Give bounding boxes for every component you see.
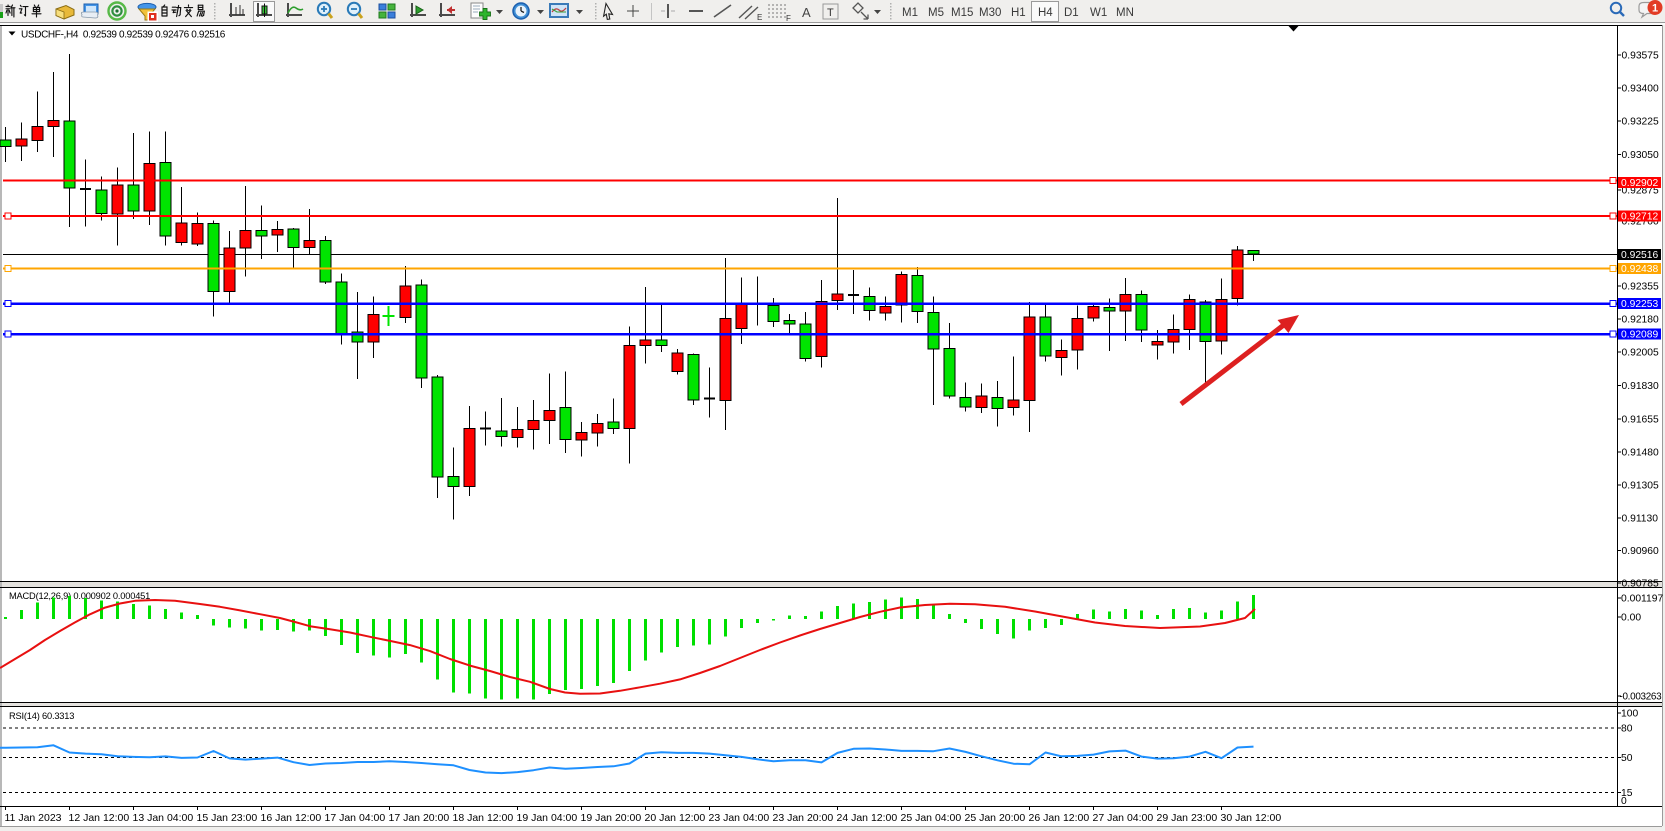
svg-text:23 Jan 04:00: 23 Jan 04:00: [709, 812, 770, 824]
svg-text:0.92355: 0.92355: [1622, 282, 1659, 293]
svg-text:100: 100: [1621, 709, 1638, 720]
svg-text:H4: H4: [1038, 7, 1053, 19]
svg-text:0.93225: 0.93225: [1622, 117, 1659, 128]
svg-text:RSI(14) 60.3313: RSI(14) 60.3313: [9, 711, 74, 721]
svg-text:19 Jan 04:00: 19 Jan 04:00: [517, 812, 578, 824]
svg-text:0.91655: 0.91655: [1622, 415, 1659, 426]
svg-text:W1: W1: [1090, 7, 1107, 19]
svg-text:0.91480: 0.91480: [1622, 448, 1659, 459]
svg-text:H1: H1: [1011, 7, 1026, 19]
svg-text:M15: M15: [951, 7, 973, 19]
svg-text:11 Jan 2023: 11 Jan 2023: [5, 812, 62, 824]
svg-text:D1: D1: [1064, 7, 1079, 19]
svg-text:M5: M5: [928, 7, 944, 19]
svg-text:MACD(12,26,9) 0.000902 0.00045: MACD(12,26,9) 0.000902 0.000451: [9, 591, 150, 601]
svg-text:0.92902: 0.92902: [1621, 178, 1658, 189]
svg-text:24 Jan 12:00: 24 Jan 12:00: [837, 812, 898, 824]
svg-text:0.92089: 0.92089: [1621, 330, 1658, 341]
svg-text:0.00: 0.00: [1621, 613, 1641, 624]
svg-text:19 Jan 20:00: 19 Jan 20:00: [581, 812, 642, 824]
svg-text:27 Jan 04:00: 27 Jan 04:00: [1093, 812, 1154, 824]
svg-text:0.92180: 0.92180: [1622, 315, 1659, 326]
svg-text:17 Jan 20:00: 17 Jan 20:00: [389, 812, 450, 824]
svg-text:1: 1: [1652, 3, 1658, 15]
svg-text:0.93575: 0.93575: [1622, 51, 1659, 62]
svg-text:25 Jan 20:00: 25 Jan 20:00: [965, 812, 1026, 824]
svg-text:15 Jan 23:00: 15 Jan 23:00: [197, 812, 258, 824]
svg-text:M1: M1: [902, 7, 918, 19]
svg-text:12 Jan 12:00: 12 Jan 12:00: [69, 812, 130, 824]
svg-text:16 Jan 12:00: 16 Jan 12:00: [261, 812, 322, 824]
svg-text:20 Jan 12:00: 20 Jan 12:00: [645, 812, 706, 824]
svg-text:0.91130: 0.91130: [1622, 514, 1659, 525]
svg-text:E: E: [757, 13, 762, 22]
svg-text:0.92712: 0.92712: [1621, 212, 1658, 223]
svg-text:0.93050: 0.93050: [1622, 150, 1659, 161]
svg-text:0.92875: 0.92875: [1622, 186, 1659, 197]
svg-text:0.001197: 0.001197: [1621, 594, 1663, 605]
svg-text:M30: M30: [979, 7, 1001, 19]
svg-text:0.91830: 0.91830: [1622, 381, 1659, 392]
svg-text:0.92516: 0.92516: [1621, 250, 1658, 261]
svg-text:80: 80: [1621, 724, 1633, 735]
svg-text:0.90960: 0.90960: [1622, 546, 1659, 557]
svg-text:30 Jan 12:00: 30 Jan 12:00: [1221, 812, 1282, 824]
svg-text:13 Jan 04:00: 13 Jan 04:00: [133, 812, 194, 824]
svg-text:MN: MN: [1116, 7, 1134, 19]
svg-text:0: 0: [1621, 796, 1627, 807]
svg-text:29 Jan 23:00: 29 Jan 23:00: [1157, 812, 1218, 824]
svg-text:0.93400: 0.93400: [1622, 84, 1659, 95]
svg-text:15: 15: [1621, 788, 1633, 799]
svg-text:23 Jan 20:00: 23 Jan 20:00: [773, 812, 834, 824]
svg-text:T: T: [827, 7, 834, 19]
svg-text:17 Jan 04:00: 17 Jan 04:00: [325, 812, 386, 824]
svg-text:A: A: [802, 5, 811, 20]
svg-text:USDCHF-,H4 0.92539 0.92539 0.: USDCHF-,H4 0.92539 0.92539 0.92476 0.925…: [21, 30, 226, 41]
svg-text:0.90785: 0.90785: [1622, 579, 1659, 590]
svg-text:50: 50: [1621, 753, 1633, 764]
svg-text:0.92253: 0.92253: [1621, 299, 1658, 310]
svg-text:26 Jan 12:00: 26 Jan 12:00: [1029, 812, 1090, 824]
svg-text:0.92700: 0.92700: [1622, 217, 1659, 228]
svg-text:F: F: [786, 14, 791, 23]
svg-text:0.91305: 0.91305: [1622, 481, 1659, 492]
svg-text:0.92438: 0.92438: [1621, 264, 1658, 275]
svg-text:-0.003263: -0.003263: [1620, 692, 1663, 703]
svg-text:25 Jan 04:00: 25 Jan 04:00: [901, 812, 962, 824]
svg-text:18 Jan 12:00: 18 Jan 12:00: [453, 812, 514, 824]
svg-text:0.92005: 0.92005: [1622, 348, 1659, 359]
